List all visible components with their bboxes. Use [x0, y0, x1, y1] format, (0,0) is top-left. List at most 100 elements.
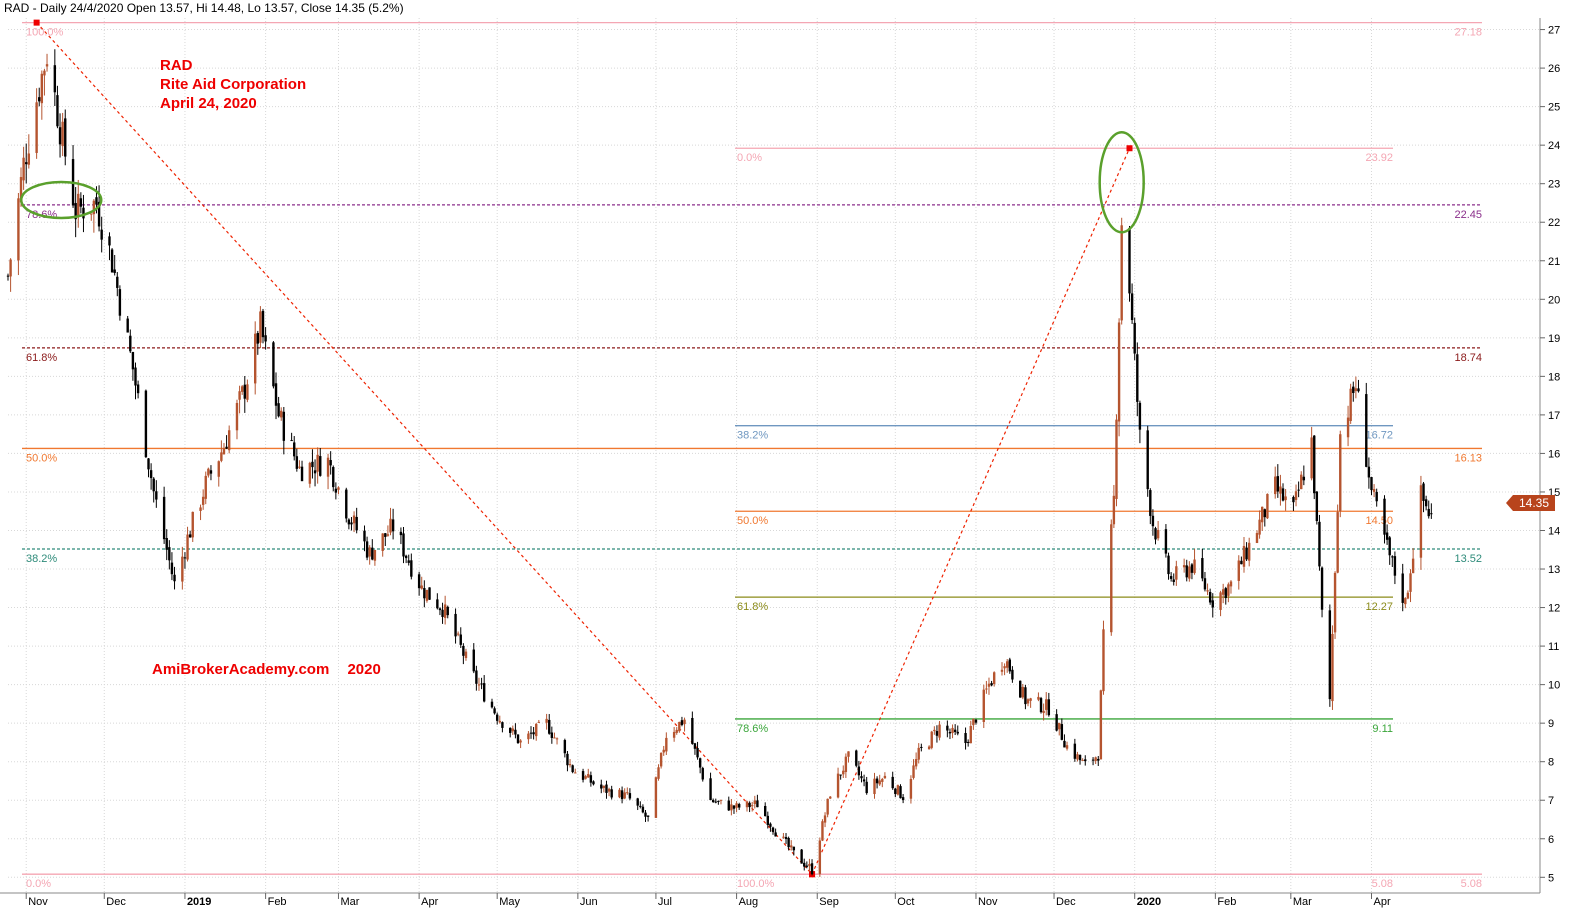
candle [805, 861, 809, 869]
candle [829, 796, 832, 799]
candle [899, 784, 902, 799]
candle [386, 525, 390, 537]
x-tick-label: Nov [978, 896, 998, 908]
candle-body [987, 683, 991, 687]
candle-body [475, 670, 478, 684]
candle-body [1224, 588, 1227, 599]
candle-body [1318, 521, 1321, 567]
candle-body [764, 805, 767, 817]
symbol-label: RAD [160, 57, 193, 74]
candle-body [896, 785, 900, 795]
candle [110, 248, 114, 273]
candle-body [113, 269, 116, 273]
candle-body [1328, 610, 1332, 700]
candle-body [1055, 714, 1058, 731]
candle-body [100, 229, 103, 240]
candle-body [1045, 699, 1048, 710]
y-tick-label: 25 [1548, 102, 1560, 114]
y-tick-label: 9 [1548, 718, 1554, 730]
candle-body [1320, 567, 1324, 610]
candle-body [1039, 698, 1043, 713]
candle [243, 376, 246, 413]
candle-body [1037, 696, 1040, 700]
candle [61, 112, 64, 157]
candle [605, 780, 608, 799]
candle-body [1352, 386, 1355, 394]
candle [1333, 571, 1337, 639]
candle-body [568, 764, 572, 766]
candle [571, 764, 574, 774]
candle [972, 718, 975, 730]
fib1-level-pct: 100.0% [26, 27, 64, 39]
candle-body [191, 511, 194, 538]
candle [1084, 755, 1087, 766]
candle [1388, 535, 1391, 565]
candle [1039, 696, 1043, 714]
candle-body [1065, 745, 1069, 749]
candle-body [1274, 476, 1277, 495]
candle [620, 786, 624, 804]
candle-body [1247, 542, 1251, 561]
candle-body [842, 770, 845, 775]
candle-body [1156, 529, 1160, 539]
candle [1167, 552, 1170, 580]
candle [261, 308, 265, 344]
candle-body [1370, 477, 1373, 491]
candle-body [64, 118, 67, 157]
y-tick-label: 20 [1548, 294, 1560, 306]
y-tick-label: 8 [1548, 757, 1554, 769]
candle [329, 451, 332, 475]
candle [480, 677, 483, 690]
candle-body [899, 786, 902, 799]
candle [1227, 582, 1230, 603]
candle [38, 87, 41, 107]
fib-trend-line [811, 148, 1131, 875]
x-tick-label: Apr [1373, 896, 1390, 908]
candle-body [207, 468, 210, 476]
candle [782, 832, 785, 839]
candle-body [1391, 556, 1394, 558]
candle-body [240, 386, 244, 392]
candle [1276, 464, 1280, 498]
candle [873, 772, 876, 799]
candle-body [1206, 590, 1209, 592]
candle [1117, 318, 1121, 437]
candle [1266, 493, 1269, 520]
candle-body [1185, 565, 1188, 578]
y-tick-label: 19 [1548, 333, 1560, 345]
candle-body [264, 335, 267, 342]
candle [535, 723, 538, 741]
candle [147, 458, 150, 478]
candle [1375, 488, 1378, 507]
fib1-level-pct: 50.0% [26, 452, 57, 464]
candle-body [74, 202, 77, 220]
candle [443, 595, 447, 625]
candle [1120, 217, 1123, 325]
candle [186, 526, 189, 562]
y-tick-label: 22 [1548, 217, 1560, 229]
candle [509, 727, 512, 738]
candle-body [235, 402, 239, 431]
candle-body [1133, 322, 1136, 354]
candle-body [894, 788, 897, 794]
candle [607, 787, 611, 797]
candle [308, 461, 312, 488]
fib1-level-price: 18.74 [1454, 352, 1482, 364]
candle [771, 826, 775, 835]
candle [220, 440, 223, 463]
candle-body [155, 491, 158, 500]
candle-body [636, 798, 639, 806]
candle [883, 772, 887, 779]
candle [1081, 758, 1084, 761]
x-tick-label: Mar [1293, 896, 1312, 908]
candle [1328, 604, 1332, 707]
candle-body [665, 737, 668, 752]
candle-body [417, 574, 421, 589]
fib1-level-pct: 61.8% [26, 352, 57, 364]
candle-body [602, 785, 606, 788]
candle-body [964, 733, 967, 744]
candle-body [373, 549, 377, 561]
candle [363, 525, 366, 552]
candle [737, 802, 741, 810]
candle-body [352, 515, 356, 524]
